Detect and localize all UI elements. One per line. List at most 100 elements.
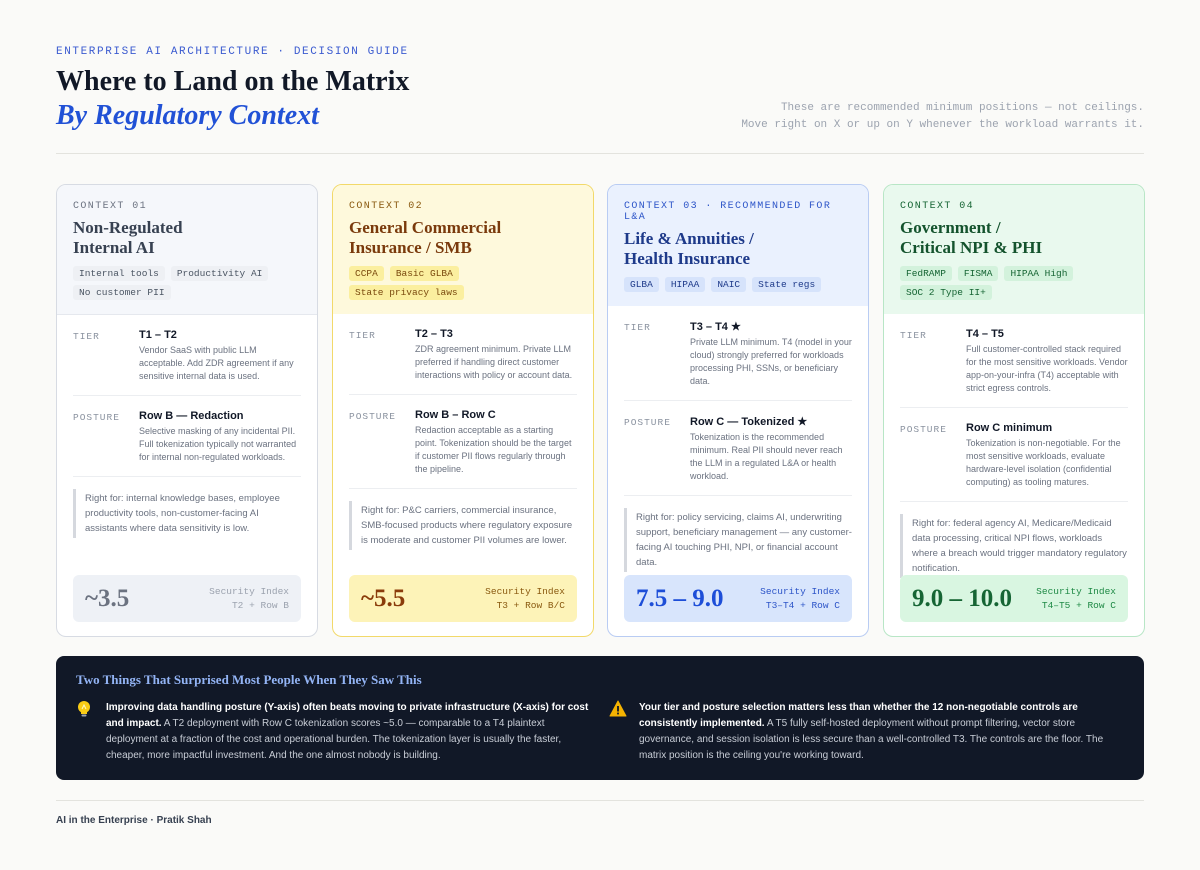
posture-label: POSTURE [900,424,947,435]
right-for-note: Right for: internal knowledge bases, emp… [73,489,301,538]
header-note-line1: These are recommended minimum positions … [780,102,1144,114]
security-index-meta: Security Index T4–T5 + Row C [1036,585,1116,613]
posture-description: Tokenization is the recommended minimum.… [690,432,843,481]
page-title: Where to Land on the Matrix [56,66,410,97]
context-title-line1: General Commercial [349,218,502,237]
regulation-tag: State privacy laws [349,285,464,300]
right-for-note: Right for: P&C carriers, commercial insu… [349,501,577,550]
insight-text: Your tier and posture selection matters … [639,700,1124,764]
card-header: CONTEXT 04 Government / Critical NPI & PHI… [884,185,1144,314]
tier-value: T2 – T3 [415,328,453,340]
posture-value: Row C minimum [966,422,1053,434]
security-index-label: Security Index [760,585,840,597]
lightbulb-icon [76,700,96,764]
posture-value: Row C — Tokenized ★ [690,416,808,428]
insight-bold: Improving data handling posture (Y-axis)… [106,702,589,729]
context-card: CONTEXT 01 Non-Regulated Internal AI Intern… [56,184,318,637]
security-index-value: 9.0 – 10.0 [912,584,1012,612]
tier-description: Private LLM minimum. T4 (model in your c… [690,337,852,386]
insight-bold: Your tier and posture selection matters … [639,702,1078,729]
security-index-combo: T2 + Row B [231,599,289,611]
tag-list: GLBA HIPAA NAIC State regs [624,277,852,292]
context-title: General Commercial Insurance / SMB [349,218,577,258]
tier-row: TIER T4 – T5 Full customer-controlled stac… [900,314,1128,408]
tier-label: TIER [349,330,376,341]
posture-description: Redaction acceptable as a starting point… [415,425,572,474]
posture-row: POSTURE Row C — Tokenized ★ Tokenization i… [624,401,852,496]
security-index-value: 7.5 – 9.0 [636,584,724,612]
security-index-box: 7.5 – 9.0 Security Index T3–T4 + Row C [624,575,852,622]
card-body: TIER T4 – T5 Full customer-controlled stac… [884,314,1144,578]
security-index-value: ~5.5 [361,584,406,612]
regulation-tag: Internal tools [73,266,165,281]
context-title-line2: Internal AI [73,238,155,257]
insight-text: Improving data handling posture (Y-axis)… [106,700,591,764]
context-title-line2: Insurance / SMB [349,238,472,257]
posture-label: POSTURE [624,417,671,428]
insight-body: A T2 deployment with Row C tokenization … [106,718,562,761]
right-for-note: Right for: policy servicing, claims AI, … [624,508,852,572]
tier-row: TIER T3 – T4 ★ Private LLM minimum. T4 (mo… [624,306,852,401]
regulation-tag: GLBA [624,277,659,292]
posture-row: POSTURE Row B – Row C Redaction acceptable… [349,395,577,489]
posture-value: Row B – Row C [415,409,496,421]
security-index-meta: Security Index T3 + Row B/C [485,585,565,613]
context-title-line1: Life & Annuities / [624,229,754,248]
context-title-line1: Government / [900,218,1001,237]
security-index-box: 9.0 – 10.0 Security Index T4–T5 + Row C [900,575,1128,622]
posture-description: Tokenization is non-negotiable. For the … [966,438,1121,487]
security-index-label: Security Index [1036,585,1116,597]
insight-item: Improving data handling posture (Y-axis)… [76,700,591,764]
tier-description: Full customer-controlled stack required … [966,344,1128,393]
regulation-tag: FISMA [957,266,999,281]
right-for-note: Right for: federal agency AI, Medicare/M… [900,514,1128,578]
regulation-tag: NAIC [711,277,747,292]
security-index-combo: T3–T4 + Row C [765,599,840,611]
card-header: CONTEXT 03 · RECOMMENDED FOR L&A Life & A… [608,185,868,306]
tier-value: T1 – T2 [139,329,177,341]
insights-panel: Two Things That Surprised Most People Wh… [56,656,1144,780]
context-card: CONTEXT 02 General Commercial Insurance / … [332,184,594,637]
tier-value: T4 – T5 [966,328,1004,340]
tier-row: TIER T2 – T3 ZDR agreement minimum. Privat… [349,314,577,395]
posture-label: POSTURE [73,412,120,423]
insight-body: A T5 fully self-hosted deployment withou… [639,718,1104,761]
tier-description: Vendor SaaS with public LLM acceptable. … [139,345,294,381]
posture-value: Row B — Redaction [139,410,244,422]
security-index-label: Security Index [485,585,565,597]
tag-list: CCPA Basic GLBA State privacy laws [349,266,577,300]
card-body: TIER T2 – T3 ZDR agreement minimum. Privat… [333,314,593,550]
regulation-tag: Basic GLBA [389,266,459,281]
regulation-tag: State regs [752,277,822,292]
security-index-box: ~5.5 Security Index T3 + Row B/C [349,575,577,622]
context-label: CONTEXT 03 · RECOMMENDED FOR L&A [624,201,832,223]
header-note: These are recommended minimum positions … [741,100,1144,134]
regulation-tag: Productivity AI [170,266,269,281]
card-body: TIER T1 – T2 Vendor SaaS with public LLM a… [57,315,317,538]
insights-title: Two Things That Surprised Most People Wh… [76,672,422,687]
tier-row: TIER T1 – T2 Vendor SaaS with public LLM a… [73,315,301,396]
security-index-box: ~3.5 Security Index T2 + Row B [73,575,301,622]
regulation-tag: No customer PII [73,285,171,300]
context-title: Non-Regulated Internal AI [73,218,301,258]
context-label: CONTEXT 01 [73,201,148,212]
eyebrow: ENTERPRISE AI ARCHITECTURE · DECISION GU… [56,46,409,58]
security-index-combo: T3 + Row B/C [496,599,565,611]
card-header: CONTEXT 02 General Commercial Insurance / … [333,185,593,314]
posture-row: POSTURE Row B — Redaction Selective maskin… [73,396,301,477]
security-index-value: ~3.5 [85,584,130,612]
header-note-line2: Move right on X or up on Y whenever the … [741,119,1144,131]
warning-icon [609,700,629,764]
tier-label: TIER [73,331,100,342]
security-index-meta: Security Index T3–T4 + Row C [760,585,840,613]
footer: AI in the Enterprise · Pratik Shah [56,800,1144,826]
context-title-line1: Non-Regulated [73,218,183,237]
context-label: CONTEXT 02 [349,201,424,212]
card-header: CONTEXT 01 Non-Regulated Internal AI Intern… [57,185,317,315]
tier-label: TIER [900,330,927,341]
regulation-tag: CCPA [349,266,384,281]
context-card: CONTEXT 03 · RECOMMENDED FOR L&A Life & A… [607,184,869,637]
security-index-combo: T4–T5 + Row C [1041,599,1116,611]
tier-value: T3 – T4 ★ [690,321,741,333]
regulation-tag: HIPAA High [1004,266,1074,281]
